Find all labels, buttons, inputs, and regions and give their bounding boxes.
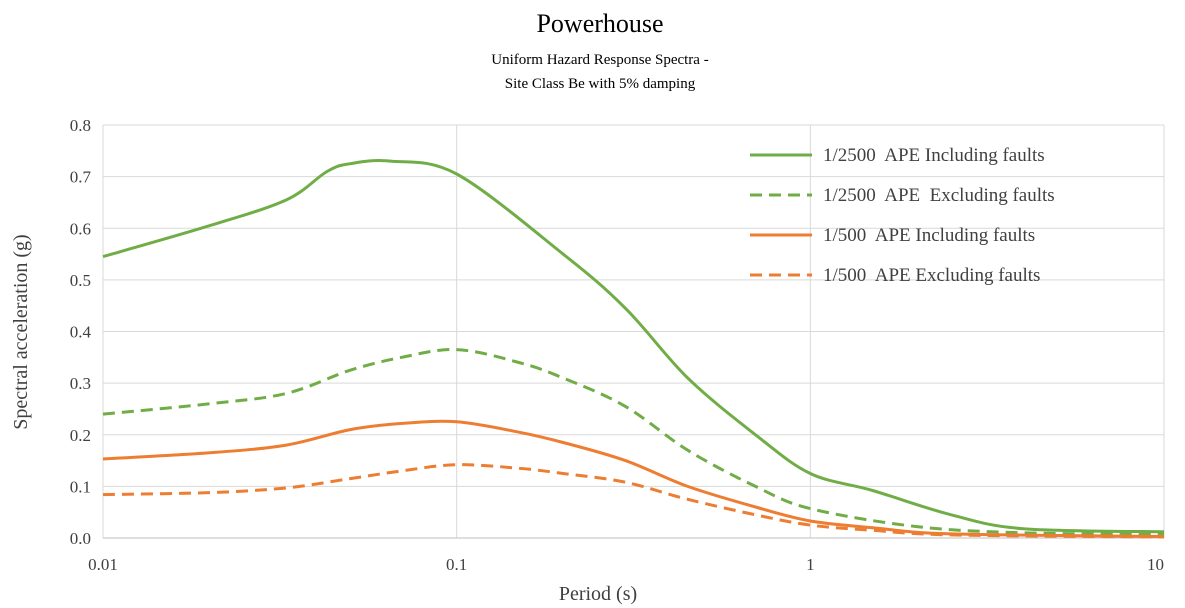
x-axis-ticks: 0.01 0.1 1 10 [88,555,1164,574]
y-tick-label: 0.2 [70,426,91,445]
y-tick-label: 0.8 [70,116,91,135]
x-tick-label: 1 [806,555,815,574]
series-line-4 [102,463,1165,539]
x-tick-label: 0.01 [88,555,118,574]
y-tick-label: 0.4 [70,323,92,342]
series-line-1 [102,159,1165,534]
y-tick-label: 0.5 [70,271,91,290]
y-axis-label: Spectral acceleration (g) [10,234,32,429]
chart-subtitle-line-1: Uniform Hazard Response Spectra - [491,52,708,68]
y-tick-label: 0.3 [70,374,91,393]
legend-label-2: 1/2500 APE Excluding faults [823,185,1055,206]
legend-label-3: 1/500 APE Including faults [823,225,1035,246]
series-lines [102,159,1165,539]
legend-label-1: 1/2500 APE Including faults [823,145,1045,166]
y-tick-label: 0.0 [70,529,91,548]
chart-title: Powerhouse [536,9,663,38]
chart-subtitle-line-2: Site Class Be with 5% damping [505,76,696,92]
y-tick-label: 0.6 [70,219,91,238]
series-line-3 [102,419,1165,538]
legend: 1/2500 APE Including faults 1/2500 APE Ex… [750,145,1055,286]
x-tick-label: 0.1 [446,555,467,574]
x-axis-label: Period (s) [559,583,637,605]
y-tick-label: 0.1 [70,477,91,496]
x-tick-label: 10 [1147,555,1164,574]
y-tick-label: 0.7 [70,168,92,187]
y-axis-ticks: 0.0 0.1 0.2 0.3 0.4 0.5 0.6 0.7 0.8 [70,116,92,548]
series-line-2 [102,348,1165,536]
legend-label-4: 1/500 APE Excluding faults [823,265,1040,286]
